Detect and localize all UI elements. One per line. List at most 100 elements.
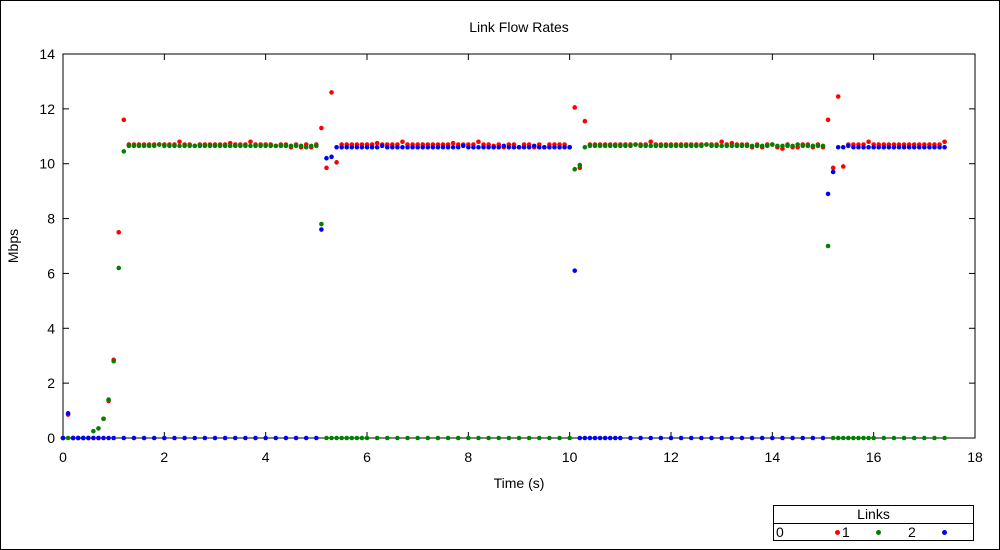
- point-s2-76: [547, 144, 552, 150]
- point-s1-111: [724, 143, 730, 149]
- point-s2-8: [101, 435, 106, 441]
- point-s2-66: [496, 144, 502, 150]
- point-s2-115: [846, 143, 851, 149]
- point-s1-144: [911, 435, 917, 441]
- point-s2-83: [582, 435, 588, 441]
- point-s2-1: [65, 411, 71, 416]
- y-tick-label-4: 8: [47, 211, 55, 227]
- point-s1-37: [248, 143, 253, 149]
- point-s2-15: [162, 435, 167, 441]
- point-s2-56: [445, 144, 451, 150]
- point-s2-123: [886, 144, 892, 150]
- point-s0-103: [582, 118, 588, 124]
- point-s1-114: [739, 143, 745, 149]
- point-s0-77: [450, 140, 456, 146]
- point-s1-87: [602, 143, 608, 149]
- point-s1-8: [101, 416, 106, 422]
- point-s2-57: [450, 144, 456, 150]
- series-2: [60, 143, 947, 441]
- point-s1-108: [709, 143, 714, 149]
- point-s2-71: [521, 144, 527, 150]
- point-s0-152: [830, 165, 836, 171]
- point-s0-130: [719, 139, 724, 145]
- y-tick-label-1: 2: [47, 375, 55, 391]
- point-s1-126: [800, 143, 806, 149]
- point-s2-34: [334, 144, 339, 150]
- point-s1-89: [612, 143, 618, 149]
- point-s2-32: [324, 155, 329, 161]
- point-s2-63: [481, 144, 486, 150]
- point-s2-0: [60, 435, 66, 441]
- point-s1-44: [283, 143, 289, 149]
- point-s2-128: [911, 144, 917, 150]
- point-s2-91: [628, 435, 633, 441]
- point-s2-37: [349, 144, 355, 150]
- point-s2-134: [942, 144, 947, 150]
- point-s1-84: [587, 143, 593, 149]
- point-s2-116: [851, 144, 856, 150]
- x-tick-label-6: 12: [663, 449, 679, 465]
- point-s1-32: [222, 143, 228, 149]
- x-tick-label-5: 10: [562, 449, 578, 465]
- point-s1-24: [182, 143, 187, 149]
- point-s1-97: [653, 143, 659, 149]
- point-s0-11: [116, 229, 122, 235]
- point-s0-12: [121, 117, 127, 123]
- series-1: [60, 142, 947, 441]
- point-s1-101: [673, 143, 679, 149]
- point-s2-5: [86, 435, 91, 441]
- y-tick-label-2: 4: [47, 320, 55, 336]
- point-s2-50: [415, 144, 420, 150]
- point-s1-107: [704, 142, 709, 147]
- point-s1-80: [567, 435, 572, 441]
- point-s1-79: [557, 435, 562, 441]
- point-s1-99: [663, 143, 669, 149]
- point-s1-75: [516, 435, 522, 441]
- point-s1-56: [344, 435, 350, 441]
- point-s1-128: [810, 143, 816, 149]
- point-s0-23: [177, 139, 182, 145]
- point-s2-100: [719, 435, 724, 441]
- point-s2-44: [384, 144, 390, 150]
- point-s2-89: [612, 435, 618, 441]
- point-s1-66: [425, 435, 431, 441]
- point-s1-145: [922, 435, 927, 441]
- point-s2-53: [430, 144, 436, 150]
- point-s1-112: [729, 143, 735, 149]
- point-s1-39: [258, 143, 263, 149]
- x-tick-label-0: 0: [59, 449, 67, 465]
- point-s2-55: [440, 144, 446, 150]
- point-s1-14: [131, 143, 137, 149]
- point-s2-48: [405, 144, 410, 150]
- chart-title: Link Flow Rates: [469, 19, 569, 35]
- point-s1-18: [151, 143, 157, 149]
- point-s2-97: [688, 435, 694, 441]
- point-s1-54: [334, 435, 339, 441]
- point-s2-84: [587, 435, 593, 441]
- point-s1-139: [866, 435, 871, 441]
- point-s1-10: [111, 358, 116, 364]
- point-s1-78: [547, 435, 552, 441]
- point-s2-68: [506, 144, 512, 150]
- point-s1-146: [932, 435, 937, 441]
- point-s1-60: [364, 435, 370, 441]
- point-s0-52: [324, 165, 329, 171]
- y-tick-label-6: 12: [39, 101, 55, 117]
- point-s0-67: [400, 139, 405, 145]
- point-s2-87: [602, 435, 608, 441]
- point-s2-28: [293, 435, 299, 441]
- point-s1-72: [486, 435, 491, 441]
- point-s1-33: [227, 143, 233, 149]
- point-s1-23: [177, 143, 182, 149]
- point-s2-118: [861, 144, 866, 150]
- point-s2-62: [476, 144, 481, 150]
- point-s0-37: [248, 139, 253, 145]
- point-s1-43: [278, 143, 284, 149]
- y-tick-label-3: 6: [47, 265, 55, 281]
- point-s2-117: [856, 144, 861, 150]
- point-s1-11: [116, 265, 122, 271]
- point-s1-50: [314, 143, 319, 149]
- x-tick-label-8: 16: [866, 449, 882, 465]
- point-s2-52: [425, 144, 431, 150]
- point-s2-22: [232, 435, 238, 441]
